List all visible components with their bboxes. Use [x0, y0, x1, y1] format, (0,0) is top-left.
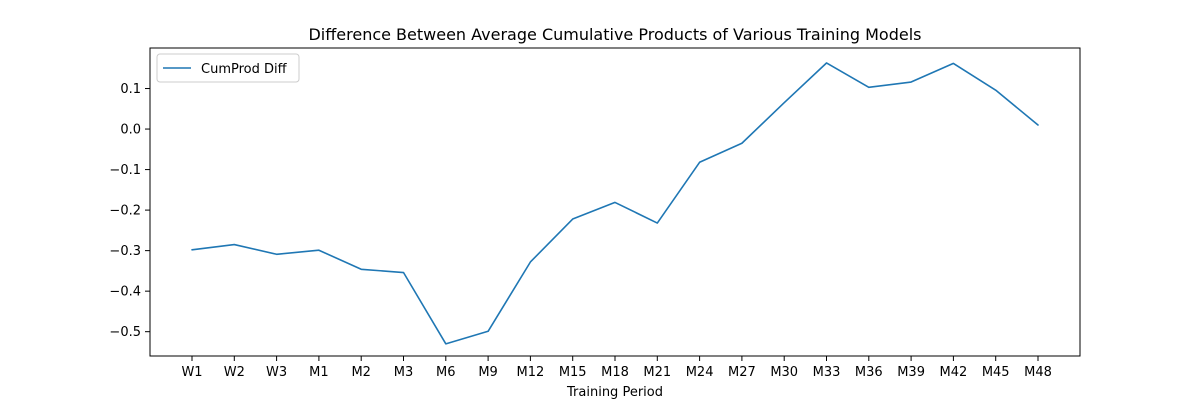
data-point [782, 101, 786, 105]
legend-label: CumProd Diff [201, 62, 288, 77]
x-tick-label: M36 [855, 365, 883, 380]
legend-box [156, 53, 300, 83]
x-tick-label: W1 [181, 365, 202, 380]
data-point [867, 85, 871, 89]
x-tick-label: M30 [770, 365, 798, 380]
data-point [275, 252, 279, 256]
plot-area: 0.1 0.0 −0.1 −0.2 −0.3 −0.4 −0.5 W1 W2 W3 M1 M2 M3 M… [109, 47, 1081, 380]
x-tick-label: M15 [559, 365, 587, 380]
x-tick-label: W2 [224, 365, 245, 380]
x-tick-label: M1 [309, 365, 329, 380]
x-tick-label: M3 [394, 365, 414, 380]
data-point [317, 248, 321, 252]
data-point [528, 260, 532, 264]
x-tick-label: M48 [1024, 365, 1052, 380]
data-point [486, 329, 490, 333]
data-point [613, 200, 617, 204]
data-point [825, 61, 829, 65]
data-point [444, 342, 448, 346]
x-tick-label: M12 [517, 365, 545, 380]
y-axis: 0.1 0.0 −0.1 −0.2 −0.3 −0.4 −0.5 [109, 82, 150, 340]
data-point [190, 248, 194, 252]
legend: CumProd Diff [156, 53, 300, 83]
data-point [740, 141, 744, 145]
x-tick-label: M24 [686, 365, 714, 380]
y-tick-label: −0.3 [109, 244, 141, 259]
data-point [402, 271, 406, 275]
data-point [994, 88, 998, 92]
x-tick-label: M33 [813, 365, 841, 380]
x-axis: W1 W2 W3 M1 M2 M3 M6 M9 M12 M15 M18 M21 M24 M27 M30 M33… [181, 356, 1052, 380]
y-tick-label: −0.1 [109, 163, 141, 178]
x-tick-label: M18 [601, 365, 629, 380]
y-tick-label: 0.1 [120, 82, 141, 97]
x-tick-label: W3 [266, 365, 287, 380]
y-tick-label: −0.2 [109, 204, 141, 219]
x-tick-label: M21 [643, 365, 671, 380]
x-tick-label: M2 [351, 365, 371, 380]
data-point [655, 221, 659, 225]
x-tick-label: M6 [436, 365, 456, 380]
chart-title: Difference Between Average Cumulative Pr… [308, 25, 921, 44]
y-tick-label: −0.4 [109, 285, 141, 300]
x-tick-label: M45 [982, 365, 1010, 380]
data-point [698, 160, 702, 164]
series-line [191, 62, 1039, 345]
x-tick-label: M39 [897, 365, 925, 380]
x-tick-label: M42 [940, 365, 968, 380]
data-point [571, 217, 575, 221]
x-tick-label: M9 [478, 365, 498, 380]
x-axis-title: Training Period [566, 385, 663, 400]
data-point [232, 243, 236, 247]
series-group [190, 61, 1040, 346]
data-point [951, 61, 955, 65]
y-tick-label: 0.0 [120, 123, 141, 138]
x-tick-label: M27 [728, 365, 756, 380]
data-point [359, 267, 363, 271]
data-point [1036, 123, 1040, 127]
y-tick-label: −0.5 [109, 325, 141, 340]
data-point [909, 80, 913, 84]
